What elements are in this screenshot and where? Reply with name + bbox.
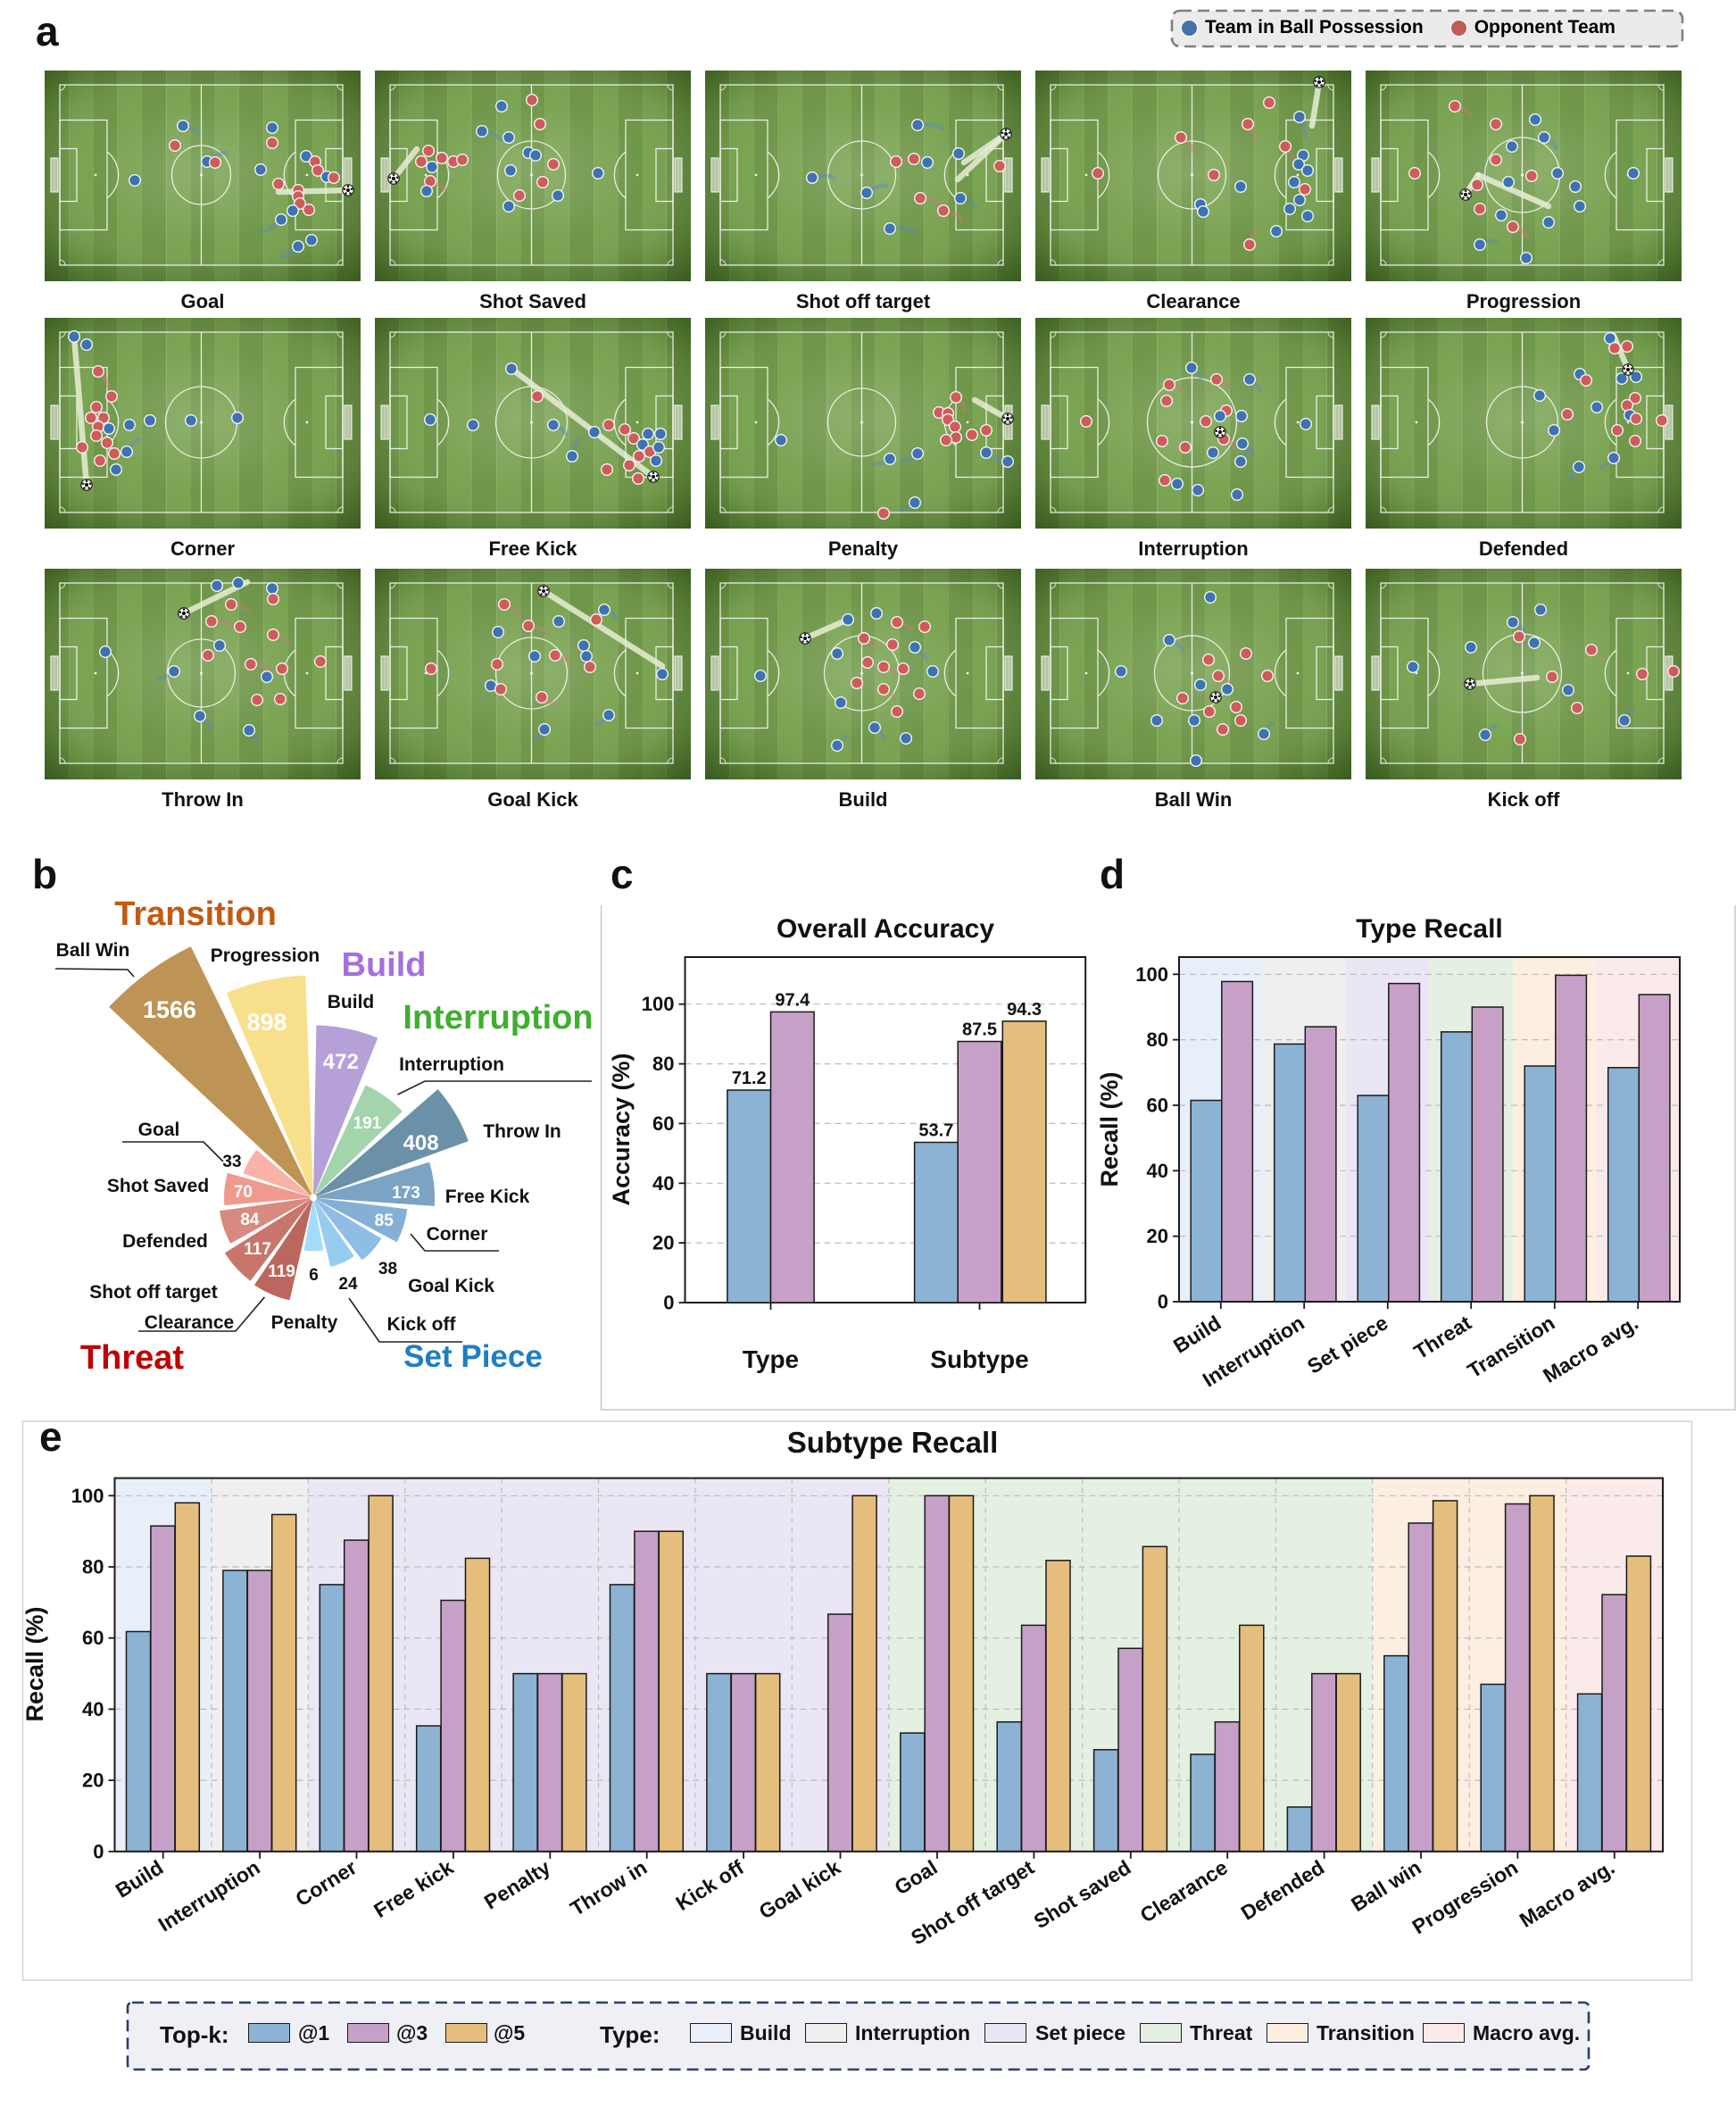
svg-text:53.7: 53.7 [918,1121,953,1141]
svg-text:Overall Accuracy: Overall Accuracy [777,914,994,944]
svg-text:898: 898 [246,1009,287,1036]
svg-text:Type: Type [743,1345,799,1373]
svg-text:Defended: Defended [122,1231,208,1252]
svg-text:84: 84 [240,1211,260,1229]
svg-text:Threat: Threat [80,1339,184,1377]
svg-text:Ball Win: Ball Win [56,940,130,961]
svg-text:Corner: Corner [427,1224,488,1245]
svg-text:0: 0 [1158,1291,1168,1313]
svg-text:Defended: Defended [1237,1855,1329,1925]
svg-text:40: 40 [1147,1160,1168,1182]
svg-text:Progression: Progression [1408,1855,1522,1938]
svg-text:Transition: Transition [114,895,277,933]
svg-text:40: 40 [82,1698,104,1720]
svg-text:80: 80 [1147,1029,1168,1051]
svg-text:Clearance: Clearance [145,1312,234,1333]
svg-text:472: 472 [323,1050,359,1074]
svg-text:100: 100 [1135,963,1168,986]
svg-text:Clearance: Clearance [1136,1855,1232,1927]
svg-text:60: 60 [1147,1095,1168,1117]
svg-text:Macro avg.: Macro avg. [1516,1855,1619,1932]
svg-text:117: 117 [244,1240,271,1259]
svg-text:87.5: 87.5 [962,1020,997,1040]
svg-text:Free Kick: Free Kick [445,1187,530,1207]
svg-text:100: 100 [71,1485,104,1507]
svg-text:1566: 1566 [143,996,196,1023]
svg-text:Interruption: Interruption [403,999,593,1037]
svg-text:38: 38 [378,1260,397,1278]
svg-text:408: 408 [403,1131,439,1155]
svg-text:0: 0 [663,1292,674,1314]
svg-text:Recall (%): Recall (%) [1098,1071,1123,1187]
svg-text:Kick off: Kick off [386,1314,456,1335]
svg-text:80: 80 [82,1556,104,1578]
svg-text:Shot off target: Shot off target [89,1282,217,1303]
svg-text:20: 20 [82,1770,104,1792]
svg-text:Subtype: Subtype [930,1345,1028,1373]
svg-text:Shot Saved: Shot Saved [107,1176,209,1196]
svg-text:60: 60 [652,1112,674,1135]
svg-text:Free kick: Free kick [370,1855,458,1922]
svg-text:Penalty: Penalty [480,1855,554,1914]
svg-text:Build: Build [342,946,427,984]
svg-text:0: 0 [93,1840,104,1862]
svg-text:Goal: Goal [891,1855,942,1899]
svg-text:Ball win: Ball win [1347,1855,1425,1916]
svg-text:71.2: 71.2 [732,1069,767,1088]
svg-text:Accuracy (%): Accuracy (%) [608,1053,635,1205]
svg-text:85: 85 [375,1212,395,1230]
svg-text:Goal: Goal [138,1120,180,1140]
svg-text:Build: Build [328,992,375,1012]
svg-text:Progression: Progression [211,945,320,966]
svg-text:Goal Kick: Goal Kick [408,1276,494,1296]
svg-text:191: 191 [353,1114,382,1133]
svg-text:33: 33 [222,1153,241,1171]
svg-text:40: 40 [652,1172,674,1195]
svg-text:Penalty: Penalty [271,1312,338,1333]
svg-text:Build: Build [112,1855,168,1903]
svg-text:20: 20 [652,1232,674,1254]
svg-text:Interruption: Interruption [154,1855,264,1936]
svg-text:Subtype Recall: Subtype Recall [787,1426,999,1459]
svg-text:Set Piece: Set Piece [403,1339,543,1374]
svg-text:Shot saved: Shot saved [1030,1855,1135,1933]
svg-text:Interruption: Interruption [399,1054,504,1075]
svg-text:Throw In: Throw In [483,1121,561,1142]
svg-text:6: 6 [309,1266,319,1285]
svg-text:Goal kick: Goal kick [755,1855,845,1923]
svg-text:Kick off: Kick off [671,1855,748,1915]
svg-text:97.4: 97.4 [775,990,810,1010]
svg-text:Recall (%): Recall (%) [21,1606,48,1721]
svg-text:100: 100 [642,993,675,1015]
svg-text:80: 80 [652,1053,674,1075]
svg-text:94.3: 94.3 [1007,1000,1042,1020]
svg-text:24: 24 [338,1275,358,1294]
svg-text:173: 173 [392,1184,420,1203]
svg-text:119: 119 [268,1262,295,1281]
svg-text:70: 70 [234,1183,253,1202]
svg-text:60: 60 [82,1627,104,1649]
svg-text:20: 20 [1147,1225,1168,1247]
svg-text:Throw in: Throw in [566,1855,651,1920]
svg-text:Type Recall: Type Recall [1356,914,1503,944]
svg-text:Corner: Corner [291,1855,361,1911]
